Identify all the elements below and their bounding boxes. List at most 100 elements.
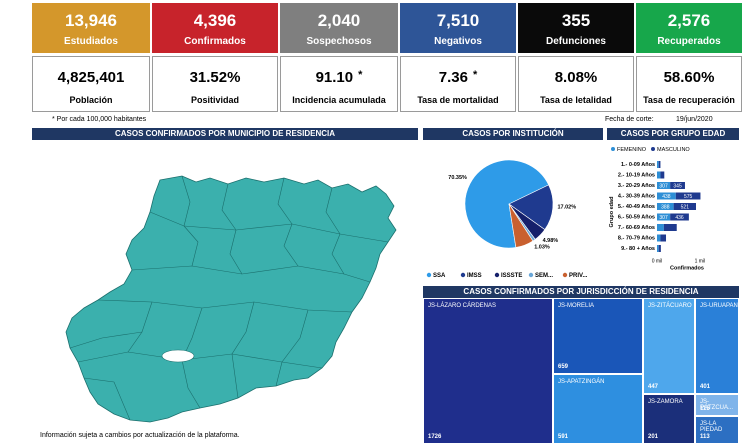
- kpi-label: Recuperados: [657, 36, 721, 47]
- age-bar-femenino[interactable]: [657, 182, 671, 189]
- age-bar-femenino[interactable]: [657, 234, 661, 242]
- legend-marker: [426, 272, 432, 278]
- age-bar-femenino[interactable]: [657, 213, 671, 221]
- kpi-card-defunciones: 355 Defunciones: [518, 3, 634, 53]
- age-bar-femenino[interactable]: [657, 192, 676, 200]
- stat-label: Incidencia acumulada: [292, 95, 386, 105]
- michoacan-state-shape[interactable]: [65, 175, 397, 423]
- treemap-cell-name: JS-PÁTZCUA...: [700, 399, 734, 411]
- treemap-cell-value: 447: [648, 384, 659, 390]
- legend-marker: [494, 272, 500, 278]
- legend-label: FEMENINO: [617, 147, 647, 153]
- age-bar-femenino[interactable]: [657, 245, 659, 252]
- stat-card: 31.52% Positividad: [152, 56, 278, 112]
- treemap-cell-js-morelia[interactable]: JS-MORELIA 659: [553, 298, 643, 374]
- treemap-cell-name: JS-URUAPAN: [700, 303, 738, 309]
- treemap-cell-js-uruapan[interactable]: JS-URUAPAN 401: [695, 298, 739, 394]
- bar-value-label: 438: [662, 194, 671, 200]
- treemap-cell-value: 113: [700, 434, 710, 440]
- age-category-label: 6.- 50-59 Años: [618, 215, 655, 221]
- cutoff-label: Fecha de corte:: [605, 116, 654, 123]
- bar-value-label: 521: [681, 205, 690, 211]
- age-bar-masculino[interactable]: [658, 245, 661, 252]
- age-category-label: 7.- 60-69 Años: [618, 225, 655, 231]
- jurisdiction-title: CASOS CONFIRMADOS POR JURISDICCIÓN DE RE…: [423, 286, 739, 298]
- stat-label: Positividad: [190, 95, 239, 105]
- footnote-star: *: [358, 69, 363, 81]
- pie-slice-ssa[interactable]: [464, 159, 550, 249]
- legend-label: ISSSTE: [501, 273, 522, 279]
- cutoff-date: 19/jun/2020: [676, 116, 713, 123]
- x-tick-label: 1 mil: [695, 259, 706, 265]
- age-bar-femenino[interactable]: [657, 203, 674, 210]
- kpi-label: Estudiados: [64, 36, 118, 47]
- age-bar-masculino[interactable]: [663, 224, 677, 231]
- age-bar-femenino[interactable]: [657, 161, 659, 168]
- age-bar-masculino[interactable]: [670, 182, 685, 189]
- treemap-cell-js-zit-cuaro[interactable]: JS-ZITÁCUARO 447: [643, 298, 695, 394]
- age-bar-femenino[interactable]: [657, 224, 664, 231]
- stat-value-text: 4,825,401: [57, 69, 125, 86]
- stat-value: 7.36 *: [401, 69, 515, 86]
- kpi-label: Negativos: [434, 36, 482, 47]
- legend-marker: [651, 147, 655, 151]
- stat-card: 4,825,401 Población: [32, 56, 150, 112]
- disclaimer: Información sujeta a cambios por actuali…: [40, 432, 240, 439]
- treemap-cell-js-apatzing-n[interactable]: JS-APATZINGÁN 591: [553, 374, 643, 444]
- stat-label: Tasa de letalidad: [540, 95, 612, 105]
- stat-value-text: 58.60%: [663, 69, 715, 86]
- bar-value-label: 345: [673, 184, 682, 190]
- treemap-cell-js-zamora[interactable]: JS-ZAMORA 201: [643, 394, 695, 444]
- kpi-card-confirmados: 4,396 Confirmados: [152, 3, 278, 53]
- age-bar-masculino[interactable]: [660, 234, 667, 242]
- age-bar-masculino[interactable]: [673, 203, 696, 210]
- legend-label: SSA: [433, 273, 446, 279]
- bar-value-label: 436: [675, 215, 684, 221]
- stat-value: 58.60%: [637, 69, 741, 86]
- age-bar-masculino[interactable]: [660, 171, 665, 179]
- kpi-value: 355: [561, 11, 591, 30]
- legend-label: PRIV...: [569, 273, 588, 279]
- treemap-cell-value: 659: [558, 364, 569, 370]
- treemap-cell-name: JS-LA PIEDAD: [700, 421, 723, 433]
- stat-card: 7.36 * Tasa de mortalidad: [400, 56, 516, 112]
- treemap-cell-value: 591: [558, 434, 569, 440]
- stat-value-text: 8.08%: [554, 69, 598, 86]
- treemap-cell-js-la-piedad[interactable]: JS-LA PIEDAD 113: [695, 416, 739, 444]
- pie-slice-imss[interactable]: [508, 184, 554, 230]
- bar-value-label: 388: [661, 205, 670, 211]
- stat-label: Población: [69, 95, 113, 105]
- bar-value-label: 575: [684, 194, 693, 200]
- stat-value: 4,825,401: [33, 69, 149, 86]
- age-bar-masculino[interactable]: [658, 161, 661, 168]
- age-bar-masculino[interactable]: [670, 213, 689, 221]
- age-title: CASOS POR GRUPO EDAD: [607, 128, 739, 140]
- stat-label: Tasa de mortalidad: [417, 95, 499, 105]
- legend-marker: [562, 272, 568, 278]
- map-title: CASOS CONFIRMADOS POR MUNICIPIO DE RESID…: [32, 128, 418, 140]
- age-category-label: 1.- 0-09 Años: [621, 162, 655, 168]
- bar-value-label: 307: [659, 215, 668, 221]
- institution-title: CASOS POR INSTITUCIÓN: [423, 128, 603, 140]
- treemap-cell-js-p-tzcua-[interactable]: JS-PÁTZCUA... 115: [695, 394, 739, 416]
- legend-label: MASCULINO: [657, 147, 690, 153]
- age-category-label: 4.- 30-39 Años: [618, 194, 655, 200]
- stat-card: 8.08% Tasa de letalidad: [518, 56, 634, 112]
- age-bar-masculino[interactable]: [675, 192, 701, 200]
- legend-marker: [611, 147, 615, 151]
- bar-value-label: 307: [659, 184, 668, 190]
- x-axis-label: Confirmados: [670, 266, 704, 272]
- treemap-cell-js-l-zaro-c-rdenas[interactable]: JS-LÁZARO CÁRDENAS 1726: [423, 298, 553, 444]
- municipality-map[interactable]: [32, 142, 418, 432]
- pie-slice-priv[interactable]: [508, 203, 534, 248]
- pie-data-label: 17.02%: [557, 205, 576, 211]
- age-bar-femenino[interactable]: [657, 171, 661, 179]
- treemap-cell-name: JS-ZAMORA: [648, 399, 683, 405]
- stat-value: 31.52%: [153, 69, 277, 86]
- age-group-chart[interactable]: FEMENINO MASCULINO 1.- 0-09 Años 2.- 10-19 …: [607, 142, 739, 286]
- stat-value: 8.08%: [519, 69, 633, 86]
- jurisdiction-treemap[interactable]: JS-LÁZARO CÁRDENAS 1726 JS-MORELIA 659 JS-AP…: [423, 298, 739, 444]
- institution-pie-chart[interactable]: 70.35% 17.02% 4.98%1.03% SSA IMSS ISSSTE SEM..…: [423, 142, 603, 286]
- kpi-card-negativos: 7,510 Negativos: [400, 3, 516, 53]
- y-axis-label: Grupo edad: [609, 197, 615, 228]
